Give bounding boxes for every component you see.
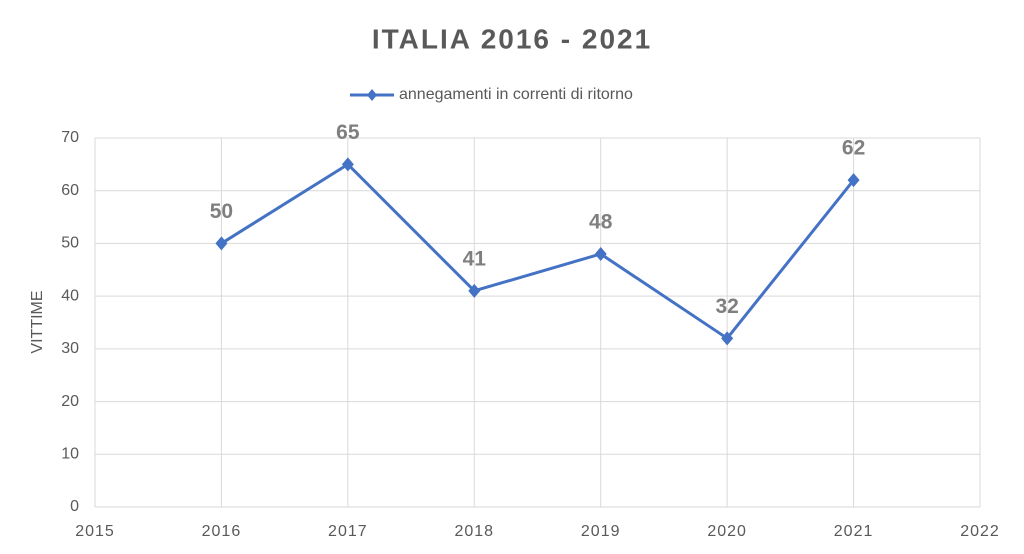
x-tick-label: 2022	[960, 523, 1000, 540]
x-tick-label: 2021	[834, 523, 874, 540]
y-tick-label: 40	[61, 287, 79, 304]
x-tick-label: 2015	[75, 523, 115, 540]
data-label: 41	[463, 247, 487, 270]
data-point	[341, 157, 354, 172]
y-tick-label: 50	[61, 235, 79, 252]
y-tick-label: 30	[61, 340, 79, 357]
chart-title: ITALIA 2016 - 2021	[372, 23, 652, 54]
data-point	[847, 173, 860, 188]
x-tick-label: 2020	[707, 523, 747, 540]
data-label: 50	[210, 200, 233, 223]
legend-marker	[367, 89, 377, 101]
y-tick-label: 70	[61, 129, 79, 146]
x-tick-label: 2018	[454, 523, 494, 540]
data-label: 62	[842, 137, 865, 160]
series-line	[220, 162, 855, 340]
data-label: 65	[336, 121, 360, 144]
y-tick-label: 0	[70, 498, 79, 515]
data-point	[468, 283, 481, 298]
x-tick-label: 2019	[581, 523, 621, 540]
x-tick-label: 2016	[202, 523, 242, 540]
y-axis-label: VITTIME	[29, 290, 46, 353]
data-label: 32	[715, 295, 738, 318]
data-label: 48	[589, 211, 613, 234]
data-point	[215, 236, 228, 251]
data-point	[721, 331, 734, 346]
legend-label: annegamenti in correnti di ritorno	[399, 86, 633, 103]
y-tick-label: 60	[61, 182, 79, 199]
x-tick-label: 2017	[328, 523, 368, 540]
y-tick-label: 10	[61, 446, 79, 463]
data-point	[594, 246, 607, 261]
y-tick-label: 20	[61, 393, 79, 410]
